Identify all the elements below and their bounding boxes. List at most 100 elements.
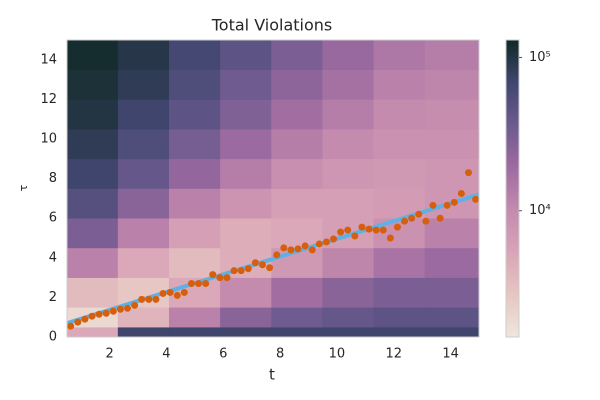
scatter-point [209, 271, 217, 279]
heatmap-cell [271, 69, 324, 100]
scatter-point [330, 235, 338, 243]
heatmap-cell [373, 39, 426, 71]
scatter-point [266, 264, 274, 272]
heatmap-cell [66, 217, 119, 249]
scatter-point [159, 289, 167, 297]
heatmap-cell [322, 128, 375, 160]
y-tick-label: 0 [49, 330, 57, 345]
scatter-point [386, 234, 394, 242]
heatmap-cell [168, 188, 221, 219]
scatter-point [74, 318, 82, 326]
heatmap-cell [424, 99, 480, 130]
scatter-point [365, 225, 373, 233]
scatter-point [195, 280, 203, 288]
scatter-point [337, 228, 345, 236]
scatter-point [202, 280, 210, 288]
heatmap-cell [66, 69, 119, 100]
scatter-point [301, 242, 309, 250]
scatter-point [408, 214, 416, 222]
scatter-point [145, 295, 153, 303]
heatmap-cell [271, 217, 324, 249]
heatmap-cell [117, 217, 170, 249]
scatter-point [102, 309, 110, 317]
scatter-point [237, 267, 245, 275]
heatmap-cell [424, 306, 480, 328]
heatmap-cell [168, 69, 221, 100]
y-tick-label: 8 [49, 171, 57, 186]
scatter-point [443, 201, 451, 209]
y-tick-label: 10 [40, 132, 57, 147]
heatmap-cell [220, 306, 272, 328]
scatter-point [415, 210, 423, 218]
heatmap-cell [322, 99, 375, 130]
y-tick-label: 4 [49, 250, 57, 265]
heatmap [66, 39, 480, 338]
heatmap-cell [117, 247, 170, 278]
heatmap-cell [271, 277, 324, 308]
heatmap-cell [66, 99, 119, 130]
colorbar [505, 39, 520, 338]
heatmap-cell [168, 39, 221, 71]
heatmap-cell [424, 247, 480, 278]
scatter-point [294, 245, 302, 253]
chart-title: Total Violations [211, 16, 333, 35]
scatter-point [322, 238, 330, 246]
heatmap-cell [373, 326, 426, 338]
heatmap-cell [322, 188, 375, 219]
scatter-point [457, 189, 465, 197]
heatmap-cell [220, 188, 272, 219]
scatter-point [81, 315, 89, 323]
y-tick-label: 2 [49, 290, 57, 305]
scatter-point [358, 223, 366, 231]
heatmap-cell [424, 69, 480, 100]
heatmap-cell [168, 326, 221, 338]
scatter-point [436, 214, 444, 222]
x-tick-label: 14 [442, 347, 459, 362]
heatmap-cell [373, 69, 426, 100]
heatmap-cell [271, 326, 324, 338]
scatter-point [464, 169, 472, 177]
heatmap-cell [117, 69, 170, 100]
heatmap-cell [66, 188, 119, 219]
scatter-point [308, 246, 316, 254]
scatter-point [67, 322, 75, 330]
heatmap-cell [117, 188, 170, 219]
heatmap-cell [373, 247, 426, 278]
heatmap-cell [66, 326, 119, 338]
x-tick-label: 4 [162, 347, 170, 362]
scatter-point [230, 267, 238, 275]
scatter-point [180, 288, 188, 296]
scatter-point [251, 259, 259, 267]
heatmap-cell [424, 326, 480, 338]
scatter-point [379, 226, 387, 234]
scatter-point [244, 265, 252, 273]
scatter-point [95, 310, 103, 318]
heatmap-cell [424, 39, 480, 71]
y-tick-label: 6 [49, 211, 57, 226]
heatmap-cell [117, 158, 170, 189]
heatmap-cell [424, 128, 480, 160]
heatmap-cell [271, 306, 324, 328]
heatmap-cell [373, 277, 426, 308]
heatmap-cell [117, 39, 170, 71]
heatmap-cell [271, 99, 324, 130]
heatmap-cell [271, 39, 324, 71]
scatter-point [429, 201, 437, 209]
heatmap-cell [220, 39, 272, 71]
scatter-point [152, 295, 160, 303]
scatter-point [223, 274, 231, 282]
heatmap-cell [66, 247, 119, 278]
heatmap-cell [271, 128, 324, 160]
heatmap-cell [168, 158, 221, 189]
heatmap-cell [373, 128, 426, 160]
heatmap-cell [322, 158, 375, 189]
heatmap-cell [424, 217, 480, 249]
colorbar-tick-label: 10⁴ [529, 203, 551, 218]
x-axis-label: t [269, 366, 275, 384]
heatmap-cell [220, 99, 272, 130]
scatter-point [173, 291, 181, 299]
y-tick-label: 14 [40, 52, 57, 67]
scatter-point [372, 226, 380, 234]
scatter-point [422, 217, 430, 225]
